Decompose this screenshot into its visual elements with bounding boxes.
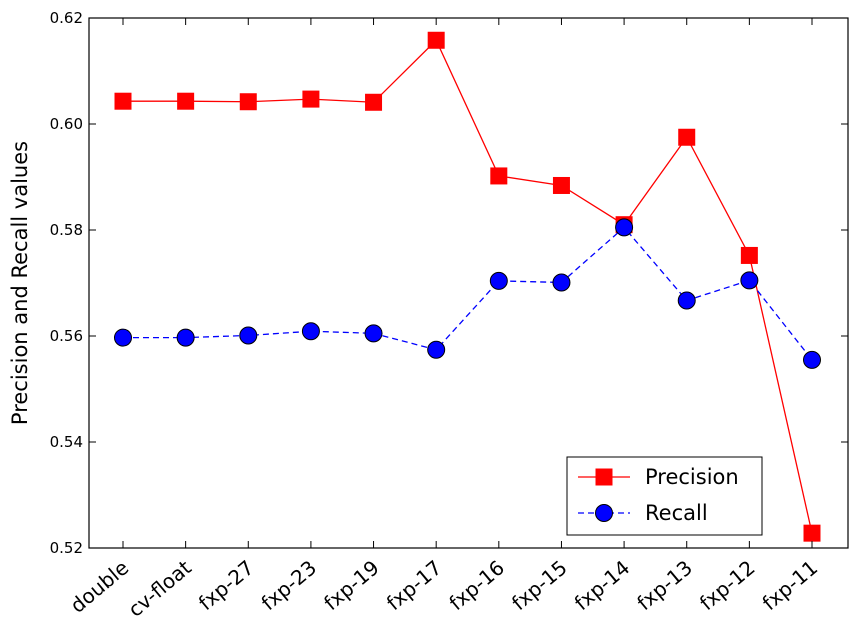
data-point	[803, 350, 821, 369]
plot-frame	[88, 17, 849, 549]
x-tick-label: fxp-19	[319, 555, 384, 615]
series-line	[123, 226, 813, 361]
x-tick-label: fxp-14	[570, 555, 635, 615]
x-tick-label: double	[66, 555, 134, 617]
data-point	[489, 271, 508, 290]
x-tick-label: fxp-23	[256, 555, 321, 615]
data-point	[177, 92, 195, 110]
legend: Precision Recall	[566, 456, 763, 536]
x-tick-label: fxp-15	[507, 555, 572, 615]
data-point	[114, 328, 132, 347]
y-tick-label: 0.54	[50, 433, 83, 451]
x-tick-label: fxp-16	[444, 555, 509, 615]
data-point	[239, 93, 257, 111]
data-point	[301, 322, 320, 341]
data-point	[365, 93, 383, 111]
x-tick-label: fxp-12	[695, 555, 760, 615]
y-tick-label: 0.58	[50, 221, 83, 239]
data-point	[740, 246, 758, 264]
data-point	[803, 524, 821, 542]
data-point	[615, 218, 634, 237]
x-tick-label: fxp-27	[194, 555, 259, 615]
data-point	[239, 326, 258, 345]
y-tick-label: 0.60	[50, 115, 83, 133]
data-point	[176, 328, 195, 347]
data-point	[114, 92, 132, 110]
x-tick-label: fxp-11	[758, 555, 823, 615]
data-point	[678, 128, 696, 146]
y-tick-label: 0.52	[50, 539, 83, 557]
data-point	[677, 291, 696, 310]
data-point	[552, 273, 571, 292]
x-tick-label: fxp-13	[632, 555, 697, 615]
legend-label: Precision	[645, 465, 739, 489]
data-point	[427, 31, 445, 49]
data-point	[302, 90, 320, 108]
y-tick-label: 0.56	[50, 327, 83, 345]
legend-entries: Precision Recall	[578, 465, 739, 525]
series-recall	[114, 218, 821, 369]
series-line	[123, 39, 813, 534]
data-point	[552, 176, 570, 194]
series-layer	[114, 31, 821, 542]
legend-marker	[595, 504, 613, 522]
y-axis-title: Precision and Recall values	[8, 141, 32, 425]
legend-marker	[595, 468, 613, 486]
y-axis: 0.52 0.54 0.56 0.58 0.60 0.62	[50, 9, 848, 557]
legend-label: Recall	[645, 501, 708, 525]
series-precision	[114, 31, 821, 542]
data-point	[490, 167, 508, 185]
x-tick-label: cv-float	[123, 555, 196, 621]
data-point	[427, 340, 446, 359]
y-tick-label: 0.62	[50, 9, 83, 27]
data-point	[740, 271, 759, 290]
x-tick-label: fxp-17	[382, 555, 447, 615]
data-point	[364, 324, 383, 343]
